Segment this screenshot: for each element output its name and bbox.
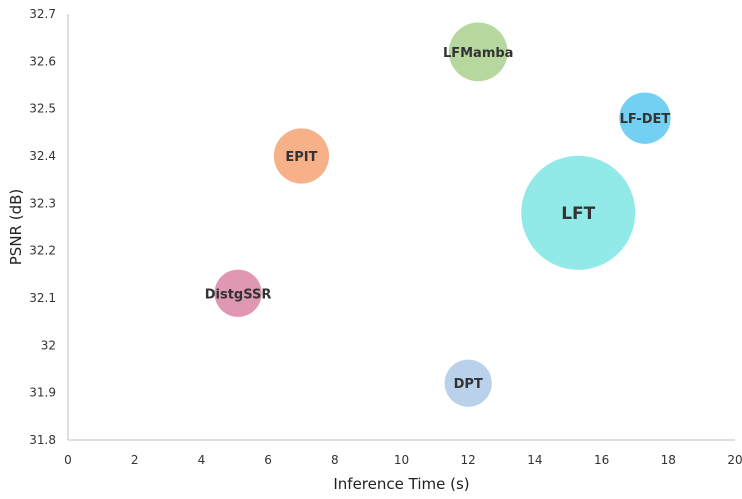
y-tick-label: 32.4 <box>29 149 56 163</box>
x-tick-label: 14 <box>527 453 542 467</box>
y-tick-label: 32.1 <box>29 291 56 305</box>
bubble-label: DistgSSR <box>205 287 272 302</box>
x-tick-label: 2 <box>131 453 139 467</box>
bubble-lft <box>521 155 636 270</box>
x-tick-label: 18 <box>661 453 676 467</box>
y-tick-label: 31.9 <box>29 386 56 400</box>
bubble-lf-det <box>619 92 671 144</box>
y-tick-label: 32.5 <box>29 102 56 116</box>
x-tick-label: 8 <box>331 453 339 467</box>
x-tick-label: 12 <box>461 453 476 467</box>
bubble-dpt <box>444 359 492 407</box>
x-axis-ticks: 0 2 4 6 8 10 12 14 16 18 20 <box>64 453 742 467</box>
bubble-label: LFMamba <box>443 46 514 61</box>
bubble-epit <box>273 128 330 184</box>
y-axis-title: PSNR (dB) <box>7 189 25 266</box>
x-tick-label: 16 <box>594 453 609 467</box>
bubble-label: LF-DET <box>620 112 671 127</box>
bubble-label: LFT <box>561 204 595 224</box>
x-tick-label: 6 <box>264 453 272 467</box>
bubble-label: DPT <box>454 377 483 392</box>
y-axis-ticks: 31.8 31.9 32 32.1 32.2 32.3 32.4 32.5 32.6 32.7 <box>29 7 56 447</box>
y-tick-label: 32 <box>41 338 56 352</box>
bubble-distgssr <box>214 269 262 317</box>
bubbles-layer <box>214 22 671 407</box>
y-tick-label: 32.7 <box>29 7 56 21</box>
x-axis-title: Inference Time (s) <box>333 475 469 493</box>
y-tick-label: 31.8 <box>29 433 56 447</box>
bubble-label: EPIT <box>285 150 317 165</box>
bubble-lfmamba <box>448 22 508 82</box>
y-tick-label: 32.2 <box>29 244 56 258</box>
x-tick-label: 0 <box>64 453 72 467</box>
y-tick-label: 32.3 <box>29 196 56 210</box>
y-tick-label: 32.6 <box>29 54 56 68</box>
bubble-labels-layer: LFT LFMamba LF-DET EPIT DistgSSR DPT <box>205 46 671 392</box>
x-tick-label: 10 <box>394 453 409 467</box>
x-tick-label: 4 <box>198 453 206 467</box>
x-tick-label: 20 <box>727 453 742 467</box>
